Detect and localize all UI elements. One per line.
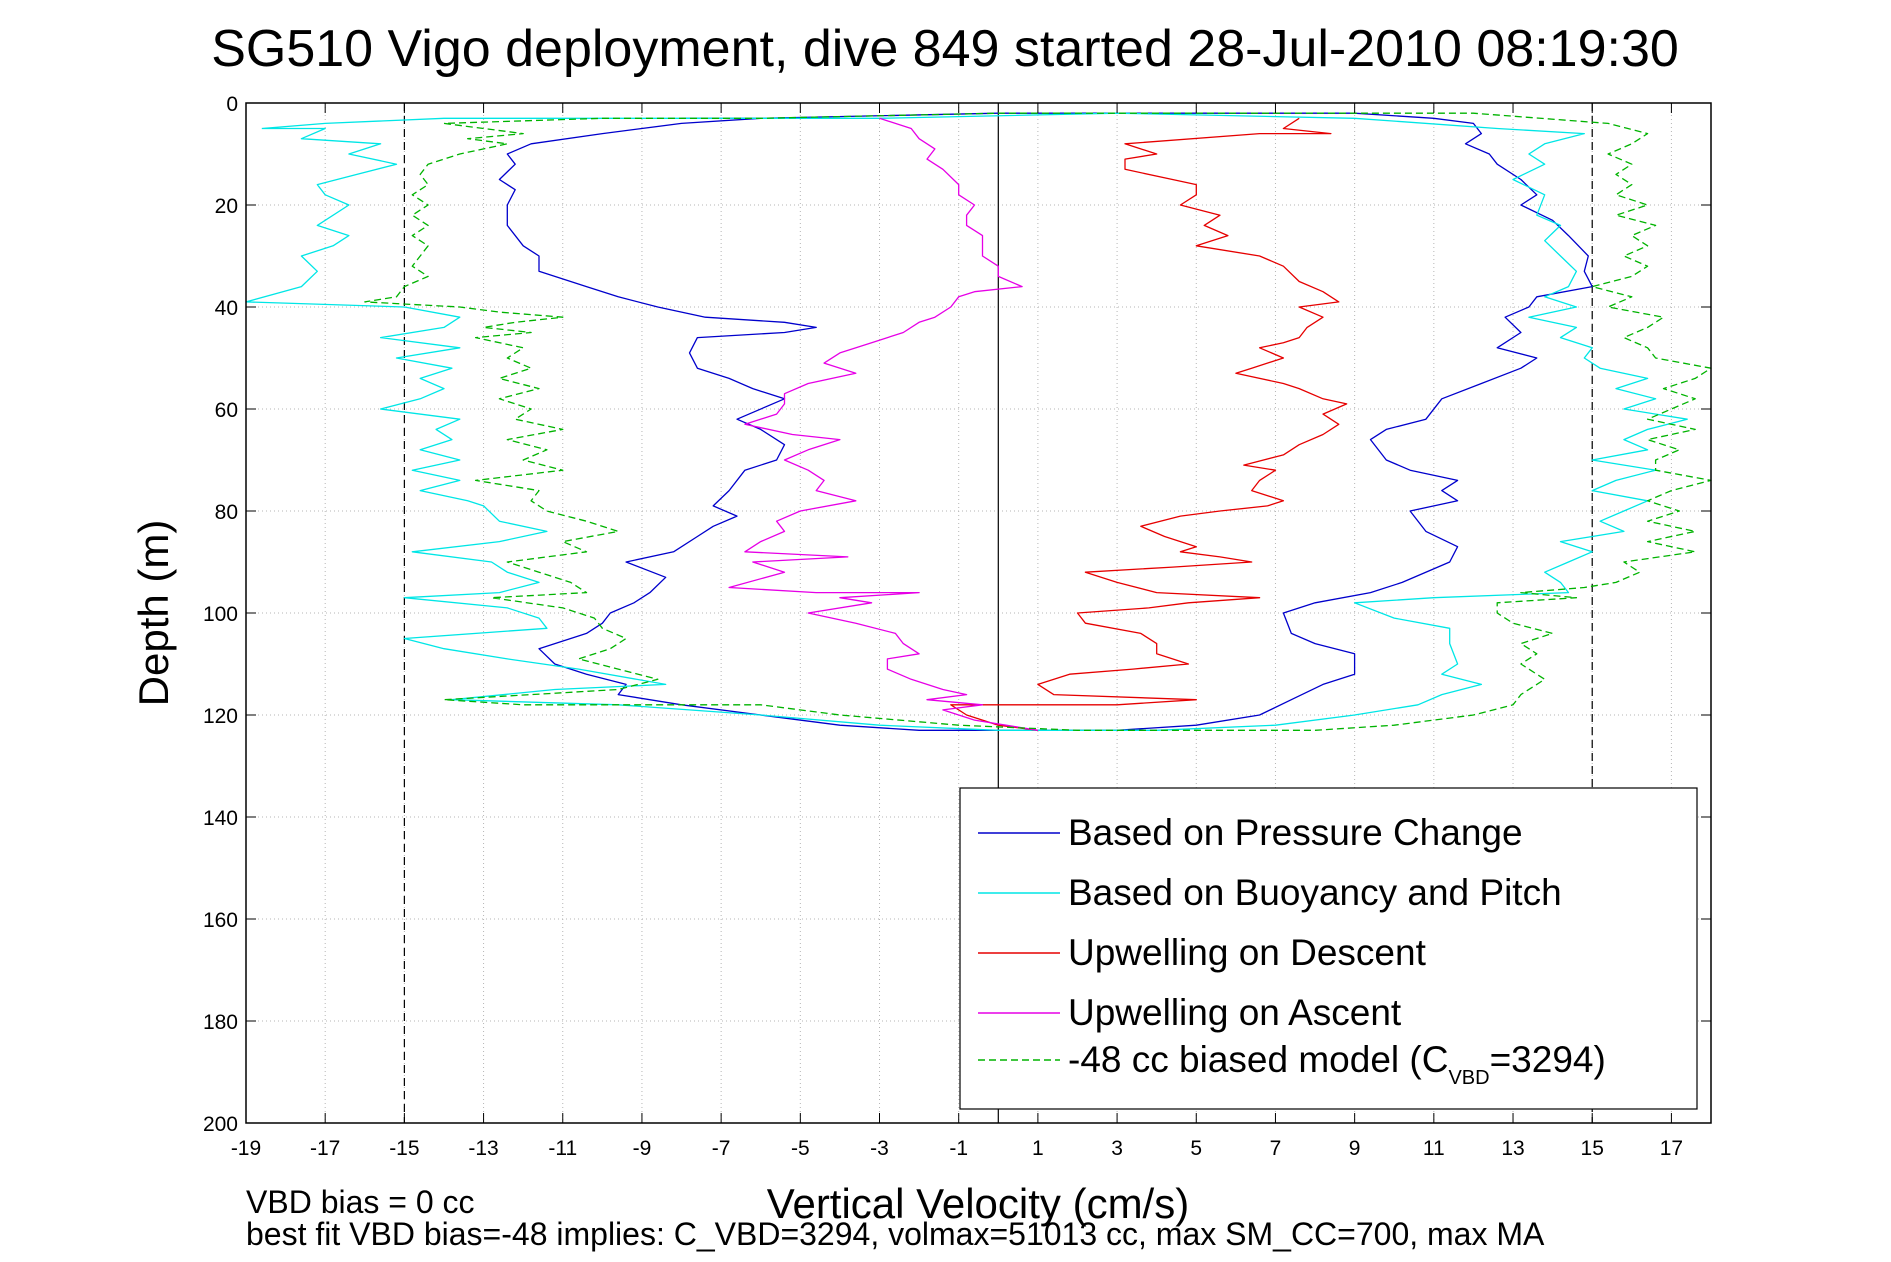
x-tick-label: 9 — [1349, 1137, 1361, 1160]
x-tick-label: 5 — [1190, 1137, 1202, 1160]
x-tick-label: -15 — [389, 1137, 419, 1160]
y-tick-label: 20 — [215, 195, 238, 218]
series-group — [245, 112, 1712, 731]
series-buoyancy-line — [245, 112, 1688, 731]
legend-label-pressure: Based on Pressure Change — [1068, 812, 1523, 853]
x-tick-label: -9 — [633, 1137, 652, 1160]
series-ascent-line — [728, 117, 1039, 731]
legend-label-model: -48 cc biased model (CVBD=3294) — [1068, 1039, 1606, 1089]
y-axis-ticks: 0 20 40 60 80 100 120 140 160 180 200 — [203, 93, 1711, 1136]
x-axis-ticks: -19 -17 -15 -13 -11 -9 -7 -5 -3 -1 1 3 5 7 9 11 13 15 17 — [231, 103, 1683, 1160]
y-tick-label: 180 — [203, 1011, 238, 1034]
series-descent-line — [950, 117, 1348, 731]
x-tick-label: -1 — [949, 1137, 968, 1160]
y-tick-label: 0 — [226, 93, 238, 116]
y-tick-label: 100 — [203, 603, 238, 626]
x-tick-label: 17 — [1660, 1137, 1683, 1160]
y-tick-label: 40 — [215, 297, 238, 320]
x-tick-label: -11 — [548, 1137, 577, 1160]
y-tick-label: 80 — [215, 501, 238, 524]
x-tick-label: 1 — [1032, 1137, 1044, 1160]
x-tick-label: -3 — [870, 1137, 889, 1160]
legend-label-buoyancy: Based on Buoyancy and Pitch — [1068, 872, 1562, 913]
series-model-line — [364, 112, 1712, 731]
y-tick-label: 140 — [203, 807, 238, 830]
legend-label-descent: Upwelling on Descent — [1068, 932, 1427, 973]
x-tick-label: -13 — [468, 1137, 498, 1160]
x-axis-label: Vertical Velocity (cm/s) — [767, 1180, 1189, 1227]
best-fit-note: best fit VBD bias=-48 implies: C_VBD=329… — [246, 1216, 1545, 1252]
x-tick-label: 3 — [1111, 1137, 1123, 1160]
y-tick-label: 60 — [215, 399, 238, 422]
y-tick-label: 120 — [203, 705, 238, 728]
x-tick-label: 15 — [1581, 1137, 1604, 1160]
chart-title: SG510 Vigo deployment, dive 849 started … — [211, 20, 1679, 78]
x-tick-label: 13 — [1501, 1137, 1524, 1160]
x-tick-label: -19 — [231, 1137, 261, 1160]
legend-box — [959, 787, 1698, 1110]
y-tick-label: 200 — [203, 1113, 238, 1136]
x-tick-label: -5 — [791, 1137, 810, 1160]
legend: Based on Pressure Change Based on Buoyanc… — [959, 787, 1698, 1110]
x-tick-label: -7 — [712, 1137, 731, 1160]
y-tick-label: 160 — [203, 909, 238, 932]
bias-note: VBD bias = 0 cc — [246, 1184, 475, 1220]
y-axis-label: Depth (m) — [130, 520, 177, 707]
x-tick-label: 7 — [1270, 1137, 1282, 1160]
series-pressure-line — [498, 112, 1593, 731]
x-tick-label: -17 — [310, 1137, 340, 1160]
x-tick-label: 11 — [1423, 1137, 1445, 1160]
legend-label-ascent: Upwelling on Ascent — [1068, 992, 1402, 1033]
